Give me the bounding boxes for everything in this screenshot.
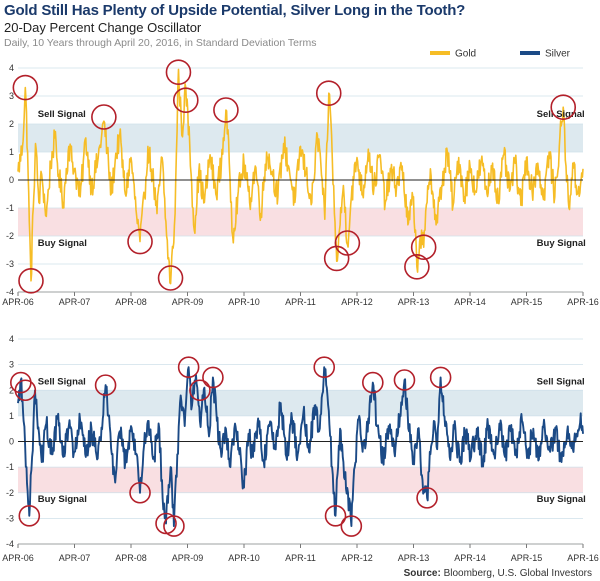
y-tick-label: 4 xyxy=(9,334,14,344)
legend-label: Silver xyxy=(545,49,571,60)
y-tick-label: -3 xyxy=(6,259,14,269)
extreme-marker-circle xyxy=(213,97,239,123)
extreme-marker-circle xyxy=(165,59,192,85)
x-tick-label: APR-13 xyxy=(398,297,430,307)
x-tick-label: APR-06 xyxy=(2,297,34,307)
x-tick-label: APR-12 xyxy=(341,553,373,563)
chart-subtitle: 20-Day Percent Change Oscillator xyxy=(4,20,202,35)
source-label: Source: xyxy=(403,568,441,579)
extreme-marker-circle xyxy=(416,487,438,509)
extreme-marker-circle xyxy=(393,369,416,391)
x-tick-label: APR-14 xyxy=(454,553,486,563)
x-tick-label: APR-08 xyxy=(115,297,147,307)
gold-series-line xyxy=(17,68,584,285)
extreme-marker-circle xyxy=(404,253,430,280)
extreme-marker-circle xyxy=(429,366,452,389)
extreme-marker-circle xyxy=(18,267,44,294)
y-tick-label: 0 xyxy=(9,175,14,185)
y-tick-label: -4 xyxy=(6,539,14,549)
x-tick-label: APR-11 xyxy=(285,297,316,307)
extreme-marker-circle xyxy=(334,230,361,256)
extreme-marker-circle xyxy=(189,379,211,402)
y-tick-label: -3 xyxy=(6,513,14,523)
extreme-marker-circle xyxy=(18,505,41,527)
buy-signal-label: Buy Signal xyxy=(38,238,87,249)
extreme-marker-circle xyxy=(91,104,117,130)
y-tick-label: 2 xyxy=(9,385,14,395)
chart-title: Gold Still Has Plenty of Upside Potentia… xyxy=(4,2,466,19)
x-tick-label: APR-07 xyxy=(59,553,91,563)
source-text: Bloomberg, U.S. Global Investors xyxy=(440,568,592,579)
extreme-marker-circle xyxy=(362,371,384,394)
x-tick-label: APR-11 xyxy=(285,553,316,563)
extreme-marker-circle xyxy=(410,234,437,260)
extreme-marker-circle xyxy=(155,512,177,535)
x-tick-label: APR-15 xyxy=(511,553,543,563)
x-tick-label: APR-15 xyxy=(511,297,543,307)
x-tick-label: APR-13 xyxy=(398,553,430,563)
x-tick-label: APR-10 xyxy=(228,553,260,563)
x-tick-label: APR-14 xyxy=(454,297,486,307)
chart-note: Daily, 10 Years through April 20, 2016, … xyxy=(4,37,317,49)
extreme-marker-circle xyxy=(14,379,37,402)
extreme-marker-circle xyxy=(550,94,577,120)
extreme-marker-circle xyxy=(129,481,151,504)
sell-signal-label: Sell Signal xyxy=(38,109,86,120)
y-tick-label: -2 xyxy=(6,231,14,241)
x-tick-label: APR-16 xyxy=(567,553,599,563)
buy-signal-label: Buy Signal xyxy=(537,494,586,505)
extreme-marker-circle xyxy=(127,228,153,255)
y-tick-label: 1 xyxy=(9,147,14,157)
x-tick-label: APR-12 xyxy=(341,297,373,307)
extreme-marker-circle xyxy=(313,356,336,378)
extreme-marker-circle xyxy=(340,515,363,537)
x-tick-label: APR-07 xyxy=(59,297,91,307)
y-tick-label: -1 xyxy=(6,203,14,213)
y-tick-label: -4 xyxy=(6,287,14,297)
y-tick-label: 0 xyxy=(9,437,14,447)
extreme-marker-circle xyxy=(315,80,342,106)
sell-signal-band xyxy=(18,390,583,416)
sell-signal-label: Sell Signal xyxy=(537,109,585,120)
y-tick-label: 1 xyxy=(9,411,14,421)
sell-signal-label: Sell Signal xyxy=(38,376,86,387)
buy-signal-label: Buy Signal xyxy=(38,494,87,505)
legend-label: Gold xyxy=(455,49,476,60)
extreme-marker-circle xyxy=(163,515,185,537)
extreme-marker-circle xyxy=(157,265,184,291)
legend: Gold xyxy=(430,49,476,60)
silver-series-line xyxy=(17,366,584,528)
y-tick-label: 2 xyxy=(9,119,14,129)
buy-signal-label: Buy Signal xyxy=(537,238,586,249)
x-tick-label: APR-08 xyxy=(115,553,147,563)
x-tick-label: APR-09 xyxy=(172,553,204,563)
sell-signal-label: Sell Signal xyxy=(537,376,585,387)
y-tick-label: -1 xyxy=(6,462,14,472)
extreme-marker-circle xyxy=(202,366,224,389)
x-tick-label: APR-16 xyxy=(567,297,599,307)
y-tick-label: 4 xyxy=(9,63,14,73)
buy-signal-band xyxy=(18,208,583,236)
extreme-marker-circle xyxy=(177,356,200,378)
extreme-marker-circle xyxy=(12,74,39,101)
extreme-marker-circle xyxy=(94,374,117,396)
extreme-marker-circle xyxy=(173,87,199,113)
y-tick-label: -2 xyxy=(6,488,14,498)
extreme-marker-circle xyxy=(324,505,347,527)
buy-signal-band xyxy=(18,467,583,493)
legend: Silver xyxy=(520,49,571,60)
x-tick-label: APR-06 xyxy=(2,553,34,563)
x-tick-label: APR-09 xyxy=(172,297,204,307)
y-tick-label: 3 xyxy=(9,91,14,101)
x-tick-label: APR-10 xyxy=(228,297,260,307)
source-note: Source: Bloomberg, U.S. Global Investors xyxy=(404,568,592,579)
y-tick-label: 3 xyxy=(9,360,14,370)
